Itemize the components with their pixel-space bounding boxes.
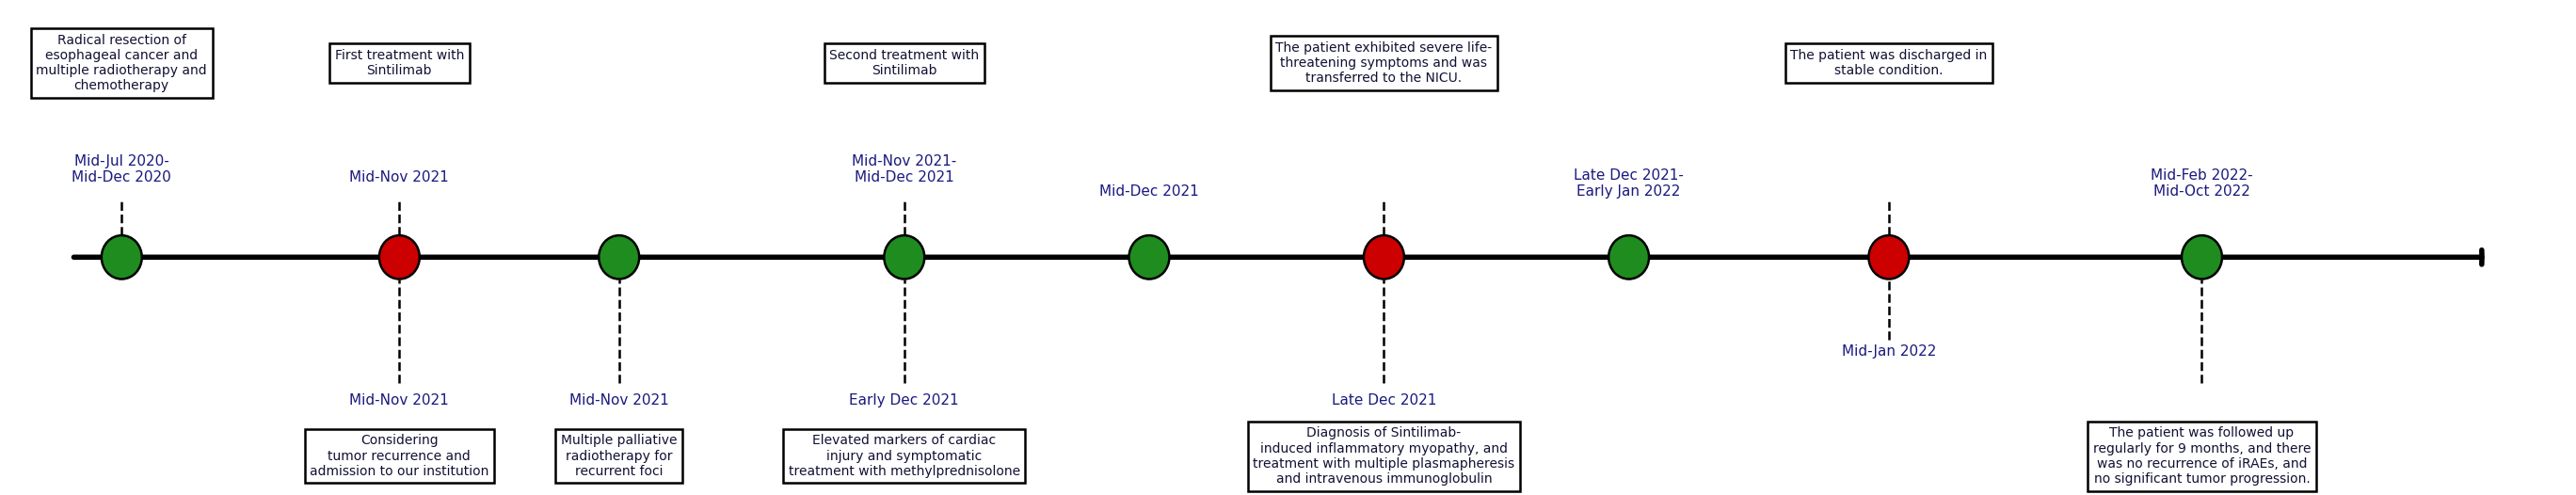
Ellipse shape bbox=[598, 236, 639, 279]
Text: The patient exhibited severe life-
threatening symptoms and was
transferred to t: The patient exhibited severe life- threa… bbox=[1275, 41, 1492, 85]
Ellipse shape bbox=[100, 236, 142, 279]
Text: Mid-Nov 2021: Mid-Nov 2021 bbox=[569, 393, 670, 407]
Text: Mid-Feb 2022-
Mid-Oct 2022: Mid-Feb 2022- Mid-Oct 2022 bbox=[2151, 168, 2254, 199]
Text: Late Dec 2021: Late Dec 2021 bbox=[1332, 393, 1437, 407]
Text: Mid-Nov 2021: Mid-Nov 2021 bbox=[350, 393, 448, 407]
Text: Mid-Jan 2022: Mid-Jan 2022 bbox=[1842, 345, 1937, 359]
Text: Diagnosis of Sintilimab-
induced inflammatory myopathy, and
treatment with multi: Diagnosis of Sintilimab- induced inflamm… bbox=[1252, 427, 1515, 486]
Text: Late Dec 2021-
Early Jan 2022: Late Dec 2021- Early Jan 2022 bbox=[1574, 168, 1685, 199]
Text: The patient was discharged in
stable condition.: The patient was discharged in stable con… bbox=[1790, 49, 1986, 77]
Ellipse shape bbox=[2182, 236, 2223, 279]
Text: Elevated markers of cardiac
injury and symptomatic
treatment with methylpredniso: Elevated markers of cardiac injury and s… bbox=[788, 434, 1020, 478]
Text: Mid-Nov 2021: Mid-Nov 2021 bbox=[350, 170, 448, 185]
Text: First treatment with
Sintilimab: First treatment with Sintilimab bbox=[335, 49, 464, 77]
Text: The patient was followed up
regularly for 9 months, and there
was no recurrence : The patient was followed up regularly fo… bbox=[2092, 427, 2311, 486]
Text: Radical resection of
esophageal cancer and
multiple radiotherapy and
chemotherap: Radical resection of esophageal cancer a… bbox=[36, 34, 206, 93]
Ellipse shape bbox=[1868, 236, 1909, 279]
Text: Early Dec 2021: Early Dec 2021 bbox=[850, 393, 958, 407]
Text: Mid-Dec 2021: Mid-Dec 2021 bbox=[1100, 185, 1198, 199]
Text: Mid-Jul 2020-
Mid-Dec 2020: Mid-Jul 2020- Mid-Dec 2020 bbox=[72, 154, 173, 185]
Ellipse shape bbox=[1363, 236, 1404, 279]
Ellipse shape bbox=[379, 236, 420, 279]
Text: Second treatment with
Sintilimab: Second treatment with Sintilimab bbox=[829, 49, 979, 77]
Ellipse shape bbox=[884, 236, 925, 279]
Text: Multiple palliative
radiotherapy for
recurrent foci: Multiple palliative radiotherapy for rec… bbox=[562, 434, 677, 478]
Ellipse shape bbox=[1128, 236, 1170, 279]
Text: Mid-Nov 2021-
Mid-Dec 2021: Mid-Nov 2021- Mid-Dec 2021 bbox=[853, 154, 956, 185]
Text: Considering
tumor recurrence and
admission to our institution: Considering tumor recurrence and admissi… bbox=[309, 434, 489, 478]
Ellipse shape bbox=[1607, 236, 1649, 279]
